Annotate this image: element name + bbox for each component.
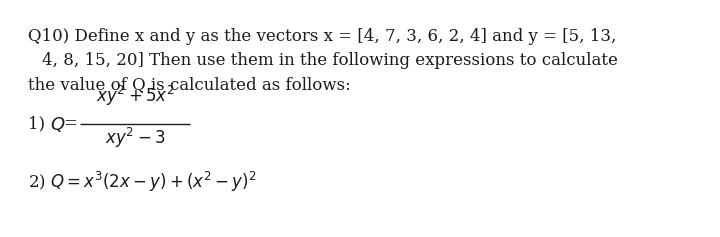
Text: the value of Q is calculated as follows:: the value of Q is calculated as follows: [28, 76, 351, 93]
Text: $xy^2+5x^2$: $xy^2+5x^2$ [96, 84, 174, 108]
Text: 1): 1) [28, 115, 50, 132]
Text: =: = [63, 115, 77, 132]
Text: $xy^2-3$: $xy^2-3$ [104, 126, 166, 150]
Text: $Q$: $Q$ [50, 114, 66, 133]
Text: 4, 8, 15, 20] Then use them in the following expressions to calculate: 4, 8, 15, 20] Then use them in the follo… [42, 52, 618, 69]
Text: Q10) Define x and y as the vectors x = [4, 7, 3, 6, 2, 4] and y = [5, 13,: Q10) Define x and y as the vectors x = [… [28, 28, 616, 45]
Text: 2) $Q = x^3(2x - y) + (x^2 - y)^2$: 2) $Q = x^3(2x - y) + (x^2 - y)^2$ [28, 170, 256, 194]
